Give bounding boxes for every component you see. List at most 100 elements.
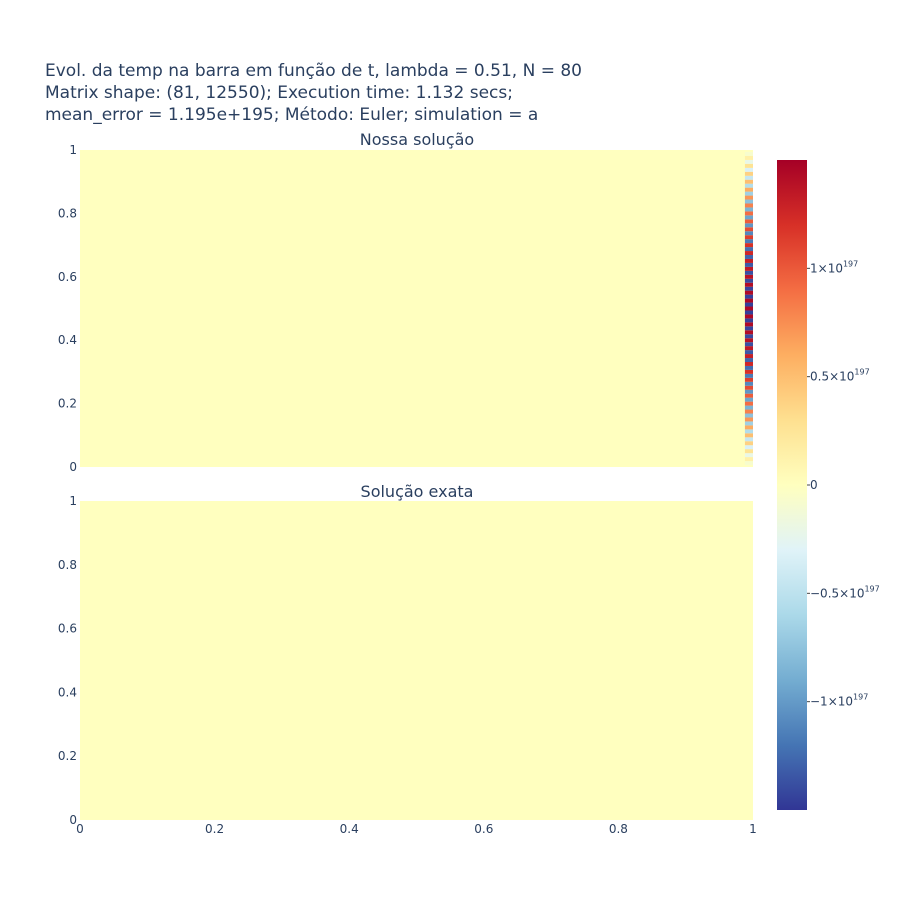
y-tick-label: 0.2	[58, 397, 77, 411]
x-tick-label: 0	[76, 822, 84, 836]
x-tick-label: 0.6	[474, 822, 493, 836]
heatmap-cell	[744, 393, 753, 398]
heatmap-cell	[744, 401, 753, 406]
heatmap-cell	[744, 334, 753, 339]
heatmap-cell	[744, 354, 753, 359]
heatmap-cell	[744, 318, 753, 323]
colorbar-tick-label: 0	[810, 478, 818, 492]
heatmap-cell	[744, 449, 753, 454]
heatmap-cell	[744, 266, 753, 271]
heatmap-background-cells	[80, 501, 753, 820]
heatmap-nossa-solucao	[80, 150, 753, 467]
heatmap-cell	[744, 437, 753, 442]
colorbar-tick-label: −1×10197	[810, 693, 868, 709]
heatmap-cell	[744, 405, 753, 410]
heatmap-cell	[744, 235, 753, 240]
heatmap-cell	[744, 425, 753, 430]
colorbar-tick-label: −0.5×10197	[810, 584, 880, 600]
heatmap-cell	[744, 278, 753, 283]
heatmap-cell	[744, 243, 753, 248]
heatmap-cell	[744, 457, 753, 462]
heatmap-cell	[744, 314, 753, 319]
heatmap-cell	[744, 326, 753, 331]
x-tick-label: 0.2	[205, 822, 224, 836]
chart-title-line-1: Evol. da temp na barra em função de t, l…	[45, 61, 582, 81]
heatmap-cell	[744, 409, 753, 414]
heatmap-cell	[744, 163, 753, 168]
heatmap-cell	[744, 195, 753, 200]
heatmap-cell	[744, 227, 753, 232]
heatmap-cell	[744, 302, 753, 307]
chart-title-line-2: Matrix shape: (81, 12550); Execution tim…	[45, 83, 513, 103]
heatmap-cell	[744, 290, 753, 295]
y-tick-label: 0	[69, 813, 77, 827]
heatmap-cell	[744, 223, 753, 228]
heatmap-cell	[744, 183, 753, 188]
y-tick-label: 0.6	[58, 270, 77, 284]
heatmap-cell	[744, 342, 753, 347]
heatmap-cell	[744, 151, 753, 156]
heatmap-cell	[744, 445, 753, 450]
heatmap-cell	[744, 365, 753, 370]
heatmap-cell	[744, 171, 753, 176]
heatmap-cell	[744, 358, 753, 362]
heatmap-cell	[744, 155, 753, 160]
heatmap-cell	[744, 159, 753, 164]
heatmap-cell	[744, 377, 753, 382]
heatmap-cell	[744, 465, 753, 467]
y-tick-label: 1	[69, 494, 77, 508]
heatmap-cell	[744, 251, 753, 256]
heatmap-cell	[744, 262, 753, 267]
heatmap-cell	[744, 179, 753, 184]
axes-bottom: 0 0.2 0.4 0.6 0.8 1 0 0.2 0.4 0.6 0.8 1	[58, 494, 757, 836]
heatmap-cell	[744, 322, 753, 327]
heatmap-cell	[744, 429, 753, 434]
heatmap-cell	[744, 175, 753, 180]
heatmap-cell	[744, 306, 753, 311]
axes-top: 0 0.2 0.4 0.6 0.8 1	[58, 143, 77, 474]
heatmap-cell	[744, 255, 753, 259]
heatmap-cell	[744, 231, 753, 236]
heatmap-cell	[744, 187, 753, 192]
heatmap-cell	[744, 294, 753, 299]
chart-title: Evol. da temp na barra em função de t, l…	[45, 61, 582, 125]
x-tick-label: 0.4	[340, 822, 359, 836]
heatmap-cell	[744, 330, 753, 335]
chart-title-line-3: mean_error = 1.195e+195; Método: Euler; …	[45, 105, 538, 125]
colorbar: 1×10197 0.5×10197 0 −0.5×10197 −1×10197	[777, 160, 880, 810]
heatmap-cell	[744, 207, 753, 212]
heatmap-cell	[744, 282, 753, 287]
heatmap-cell	[744, 191, 753, 196]
y-tick-label: 0.4	[58, 685, 77, 699]
heatmap-cell	[744, 270, 753, 275]
heatmap-cell	[744, 417, 753, 422]
heatmap-cell	[744, 433, 753, 438]
y-tick-label: 0.8	[58, 558, 77, 572]
heatmap-cell	[744, 247, 753, 252]
colorbar-tick-label: 1×10197	[810, 259, 858, 275]
heatmap-cell	[744, 274, 753, 279]
heatmap-cell	[744, 150, 753, 152]
y-tick-label: 0.6	[58, 622, 77, 636]
heatmap-cell	[744, 441, 753, 446]
heatmap-cell	[744, 461, 753, 466]
heatmap-cell	[744, 286, 753, 291]
heatmap-cell	[744, 298, 753, 303]
subplot-title-top: Nossa solução	[360, 130, 474, 149]
heatmap-cell	[744, 397, 753, 402]
heatmap-cell	[744, 215, 753, 220]
heatmap-cell	[744, 219, 753, 224]
heatmap-cell	[744, 381, 753, 386]
y-tick-label: 0.2	[58, 749, 77, 763]
colorbar-scale	[777, 160, 807, 810]
heatmap-cell	[744, 350, 753, 355]
heatmap-cell	[744, 413, 753, 418]
heatmap-cell	[744, 203, 753, 208]
heatmap-cell	[744, 167, 753, 172]
heatmap-cell	[744, 369, 753, 374]
heatmap-cell	[744, 338, 753, 343]
y-tick-label: 0	[69, 460, 77, 474]
heatmap-cell	[744, 421, 753, 426]
heatmap-cell	[744, 373, 753, 378]
subplot-title-bottom: Solução exata	[361, 482, 474, 501]
